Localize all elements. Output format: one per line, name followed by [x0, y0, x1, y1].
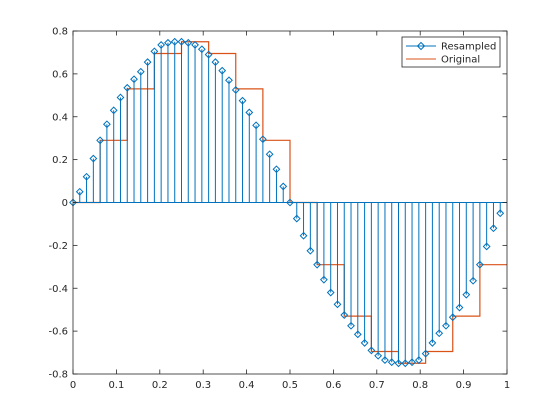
- resampled-marker: [313, 260, 322, 269]
- resampled-marker: [143, 58, 152, 66]
- resampled-marker: [170, 37, 179, 46]
- resampled-marker: [116, 93, 125, 102]
- resampled-marker: [292, 214, 301, 223]
- x-tick-label: 0: [70, 380, 76, 391]
- resampled-marker: [286, 198, 294, 207]
- resampled-marker: [299, 231, 308, 240]
- resampled-marker: [374, 351, 383, 360]
- y-tick-label: -0.2: [48, 241, 68, 252]
- resampled-marker: [225, 76, 233, 85]
- resampled-marker: [367, 346, 376, 355]
- resampled-marker: [462, 290, 471, 299]
- legend: Resampled Original: [401, 36, 501, 68]
- resampled-marker: [394, 359, 403, 368]
- legend-resampled-label: Resampled: [441, 42, 496, 53]
- x-tick-label: 0.5: [282, 380, 298, 391]
- x-tick-label: 0.4: [239, 380, 255, 391]
- resampled-series: [69, 37, 507, 368]
- resampled-marker: [408, 358, 416, 367]
- resampled-marker: [177, 37, 186, 46]
- resampled-marker: [218, 66, 227, 75]
- resampled-marker: [489, 224, 498, 233]
- resampled-marker: [387, 358, 396, 367]
- resampled-marker: [123, 83, 132, 92]
- resampled-marker: [455, 303, 464, 312]
- resampled-marker: [109, 106, 118, 115]
- resampled-marker: [191, 41, 199, 49]
- resampled-marker: [136, 67, 145, 76]
- resampled-marker: [347, 321, 355, 330]
- legend-original-label: Original: [441, 55, 480, 66]
- y-tick-label: -0.8: [48, 370, 68, 381]
- y-tick-label: -0.4: [48, 284, 68, 295]
- resampled-marker: [279, 182, 288, 191]
- resampled-marker: [360, 339, 369, 347]
- resampled-marker: [245, 108, 254, 117]
- resampled-marker: [184, 38, 193, 47]
- resampled-marker: [130, 75, 138, 84]
- x-tick-label: 0.2: [152, 380, 168, 391]
- resampled-marker: [82, 172, 91, 181]
- resampled-marker: [475, 260, 484, 269]
- legend-resampled-swatch-marker: [416, 41, 426, 51]
- resampled-marker: [326, 288, 335, 297]
- x-tick-label: 0.1: [108, 380, 124, 391]
- resampled-marker: [102, 120, 111, 129]
- x-tick-label: 0.9: [456, 380, 472, 391]
- y-tick-label: 0.4: [52, 112, 68, 123]
- resampled-marker: [89, 154, 98, 163]
- resampled-marker: [197, 45, 206, 54]
- y-tick-label: 0.8: [52, 27, 68, 38]
- resampled-marker: [211, 58, 220, 66]
- y-tick-label: 0.6: [52, 69, 68, 80]
- axes: 0 0.1 0.2 0.3 0.4 0.5 0.6 0.7 0.8 0.9 1 -0.8 -0.6 -0.…: [48, 27, 510, 392]
- resampled-marker: [252, 121, 261, 130]
- legend-box: [401, 36, 501, 68]
- resampled-marker: [164, 38, 172, 47]
- resampled-marker: [75, 187, 84, 196]
- resampled-marker: [469, 276, 478, 285]
- resampled-marker: [442, 321, 450, 330]
- resampled-marker: [381, 356, 389, 364]
- x-tick-label: 0.6: [325, 380, 341, 391]
- resampled-marker: [353, 330, 362, 339]
- resampled-marker: [96, 136, 105, 145]
- resampled-marker: [496, 209, 505, 218]
- resampled-marker: [428, 339, 437, 347]
- resampled-marker: [333, 300, 342, 309]
- resampled-marker: [204, 50, 213, 59]
- resampled-marker: [421, 349, 430, 358]
- resampled-marker: [340, 311, 349, 319]
- resampled-marker: [150, 47, 159, 56]
- y-tick-label: -0.6: [48, 327, 68, 338]
- resampled-marker: [435, 329, 444, 338]
- resampled-marker: [306, 246, 315, 255]
- resampled-marker: [238, 96, 247, 105]
- y-tick-label: 0: [62, 198, 68, 209]
- resampled-marker: [231, 86, 240, 94]
- resampled-marker: [448, 313, 457, 322]
- x-tick-label: 0.8: [412, 380, 428, 391]
- y-tick-label: 0.2: [52, 155, 68, 166]
- resampled-marker: [319, 275, 328, 284]
- resampled-marker: [258, 135, 267, 144]
- resampled-marker: [157, 41, 166, 49]
- x-tick-label: 1: [504, 380, 510, 391]
- resampled-marker: [265, 150, 274, 159]
- resampled-marker: [401, 359, 410, 368]
- resampled-marker: [482, 242, 491, 251]
- x-tick-label: 0.3: [195, 380, 211, 391]
- x-tick-label: 0.7: [369, 380, 385, 391]
- resampled-marker: [414, 356, 423, 364]
- resampled-marker: [272, 165, 281, 174]
